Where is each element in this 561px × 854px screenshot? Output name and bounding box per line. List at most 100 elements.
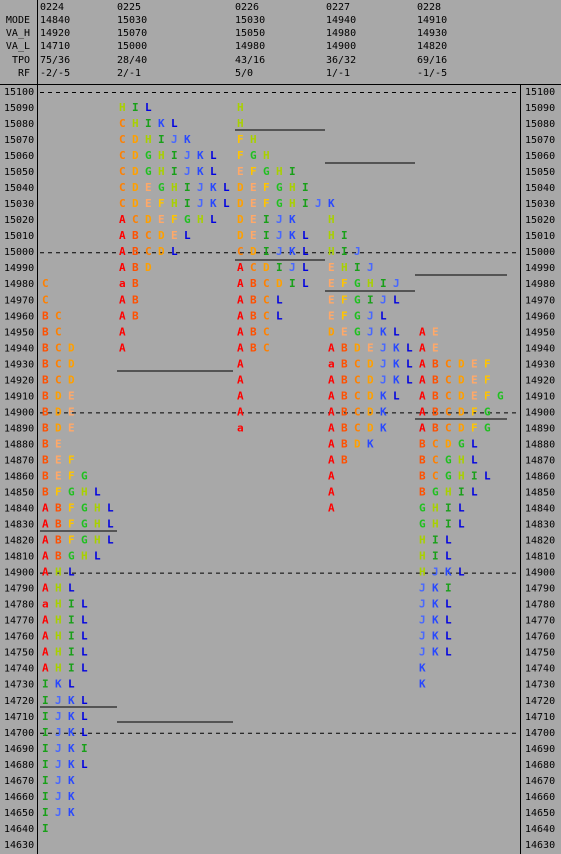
price-label: 14730 bbox=[4, 680, 34, 691]
column-mode: 14840 bbox=[40, 15, 70, 26]
column-tpo: 75/36 bbox=[40, 55, 70, 66]
column-va-h: 14920 bbox=[40, 28, 70, 39]
price-label: 15040 bbox=[4, 183, 34, 194]
tpo-row: A bbox=[328, 502, 335, 515]
price-label: 14660 bbox=[4, 792, 34, 803]
tpo-row: A bbox=[237, 357, 244, 370]
price-label: 14670 bbox=[4, 776, 34, 787]
tpo-row: H bbox=[237, 117, 244, 130]
price-label: 14820 bbox=[4, 536, 34, 547]
column-tpo: 69/16 bbox=[417, 55, 447, 66]
column-va-l: 14710 bbox=[40, 41, 70, 52]
price-label: 14710 bbox=[525, 712, 555, 723]
price-label: 14750 bbox=[525, 648, 555, 659]
price-label: 15030 bbox=[525, 199, 555, 210]
price-label: 15040 bbox=[525, 183, 555, 194]
price-label: 14920 bbox=[525, 375, 555, 386]
price-label: 14970 bbox=[4, 295, 34, 306]
price-label: 14880 bbox=[4, 439, 34, 450]
price-label: 14630 bbox=[525, 840, 555, 851]
price-label: 14860 bbox=[525, 471, 555, 482]
price-label: 14740 bbox=[4, 664, 34, 675]
price-label: 14780 bbox=[525, 600, 555, 611]
price-label: 14900 bbox=[4, 568, 34, 579]
price-label: 14870 bbox=[525, 455, 555, 466]
tpo-row: C bbox=[42, 277, 49, 290]
price-label: 14640 bbox=[525, 824, 555, 835]
price-label: 14780 bbox=[4, 600, 34, 611]
column-mode: 15030 bbox=[235, 15, 265, 26]
price-label: 15030 bbox=[4, 199, 34, 210]
column-tpo: 28/40 bbox=[117, 55, 147, 66]
column-va-l: 15000 bbox=[117, 41, 147, 52]
column-rf: 5/0 bbox=[235, 68, 253, 79]
column-va-h: 14930 bbox=[417, 28, 447, 39]
price-label: 14990 bbox=[525, 263, 555, 274]
price-label: 14730 bbox=[525, 680, 555, 691]
price-label: 14960 bbox=[525, 311, 555, 322]
price-label: 14910 bbox=[4, 391, 34, 402]
column-va-l: 14900 bbox=[326, 41, 356, 52]
price-label: 14680 bbox=[4, 760, 34, 771]
price-label: 15050 bbox=[525, 167, 555, 178]
price-label: 14880 bbox=[525, 439, 555, 450]
price-label: 15070 bbox=[4, 135, 34, 146]
column-rf: 2/-1 bbox=[117, 68, 141, 79]
price-label: 14840 bbox=[4, 504, 34, 515]
price-label: 14760 bbox=[525, 632, 555, 643]
tpo-row: A bbox=[119, 325, 126, 338]
price-label: 14700 bbox=[525, 728, 555, 739]
tpo-row: A bbox=[328, 486, 335, 499]
price-label: 14820 bbox=[525, 536, 555, 547]
price-label: 15000 bbox=[4, 247, 34, 258]
price-label: 14980 bbox=[525, 279, 555, 290]
column-mode: 15030 bbox=[117, 15, 147, 26]
price-label: 14900 bbox=[4, 407, 34, 418]
price-label: 14960 bbox=[4, 311, 34, 322]
price-label: 14640 bbox=[4, 824, 34, 835]
price-label: 14630 bbox=[4, 840, 34, 851]
price-label: 14670 bbox=[525, 776, 555, 787]
price-label: 15060 bbox=[4, 151, 34, 162]
price-label: 14830 bbox=[4, 520, 34, 531]
column-rf: -2/-5 bbox=[40, 68, 70, 79]
price-label: 14700 bbox=[4, 728, 34, 739]
price-label: 14830 bbox=[525, 520, 555, 531]
